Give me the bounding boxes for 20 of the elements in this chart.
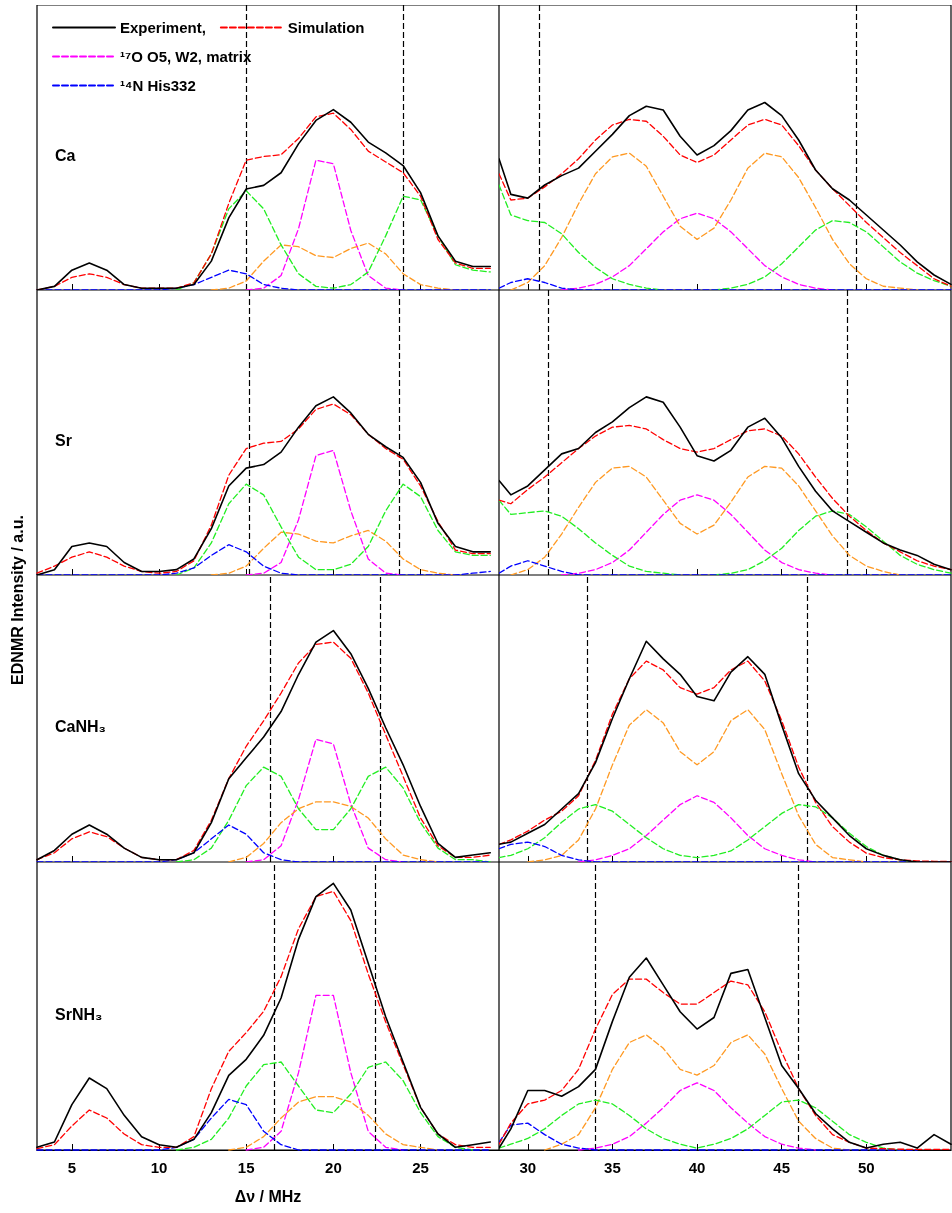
x-tick-label: 10 <box>150 1159 168 1176</box>
legend-label: ¹⁷O O5, W2, matrix <box>120 48 252 65</box>
legend-label: Experiment, <box>120 19 206 36</box>
x-axis-title: Δν / MHz <box>234 1187 302 1205</box>
legend-label: Simulation <box>287 19 365 36</box>
y-axis-title: EDNMR Intensity / a.u. <box>9 515 27 685</box>
x-tick-label: 45 <box>773 1159 791 1176</box>
x-tick-label: 25 <box>412 1159 429 1176</box>
x-tick-label: 20 <box>325 1159 342 1176</box>
x-tick-label: 35 <box>604 1159 621 1176</box>
x-tick-label: 40 <box>688 1159 706 1176</box>
x-tick-label: 30 <box>519 1159 537 1176</box>
x-tick-label: 15 <box>237 1159 255 1176</box>
legend-label: ¹⁴N His332 <box>120 77 196 94</box>
annotation: Sr <box>55 432 72 449</box>
x-tick-label: 5 <box>67 1159 77 1176</box>
x-tick-label: 50 <box>858 1159 875 1176</box>
annotation: Ca <box>55 147 76 164</box>
annotation: CaNH₃ <box>55 718 106 735</box>
annotation: SrNH₃ <box>55 1005 103 1023</box>
